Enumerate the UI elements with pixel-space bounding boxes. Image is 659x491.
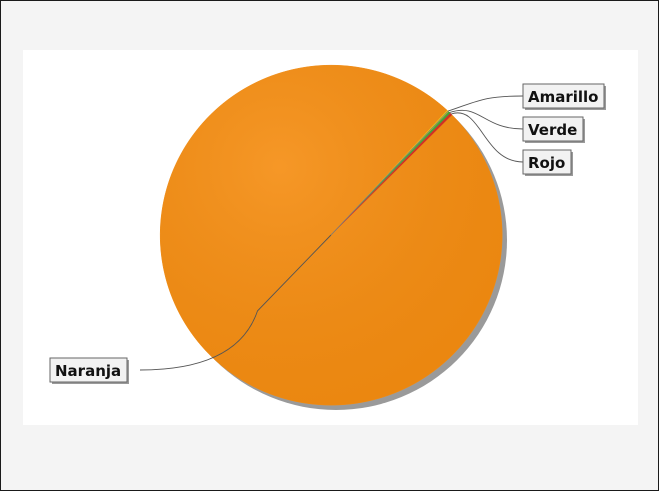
slice-rojo-label-box [522, 149, 572, 175]
slice-amarillo-connector [447, 95, 524, 112]
slice-verde-label-text: Verde [528, 121, 577, 139]
slice-naranja-connector [139, 234, 332, 371]
slice-rojo-connector [451, 112, 524, 163]
slice-naranja-label-text: Naranja [55, 362, 121, 380]
slice-amarillo-label-text: Amarillo [528, 88, 599, 106]
slice-rojo-label-text: Rojo [528, 154, 565, 172]
slice-amarillo-label: Amarillo [522, 83, 606, 110]
slice-amarillo-label-box [522, 83, 605, 109]
slice-naranja-label-box [49, 357, 128, 383]
slice-verde-label-box [522, 116, 584, 142]
slice-verde-connector [449, 109, 524, 130]
slice-verde-label: Verde [522, 116, 585, 143]
slice-rojo-label: Rojo [522, 149, 573, 176]
callout-radial-line [330, 110, 449, 236]
slice-naranja-label: Naranja [49, 357, 129, 384]
